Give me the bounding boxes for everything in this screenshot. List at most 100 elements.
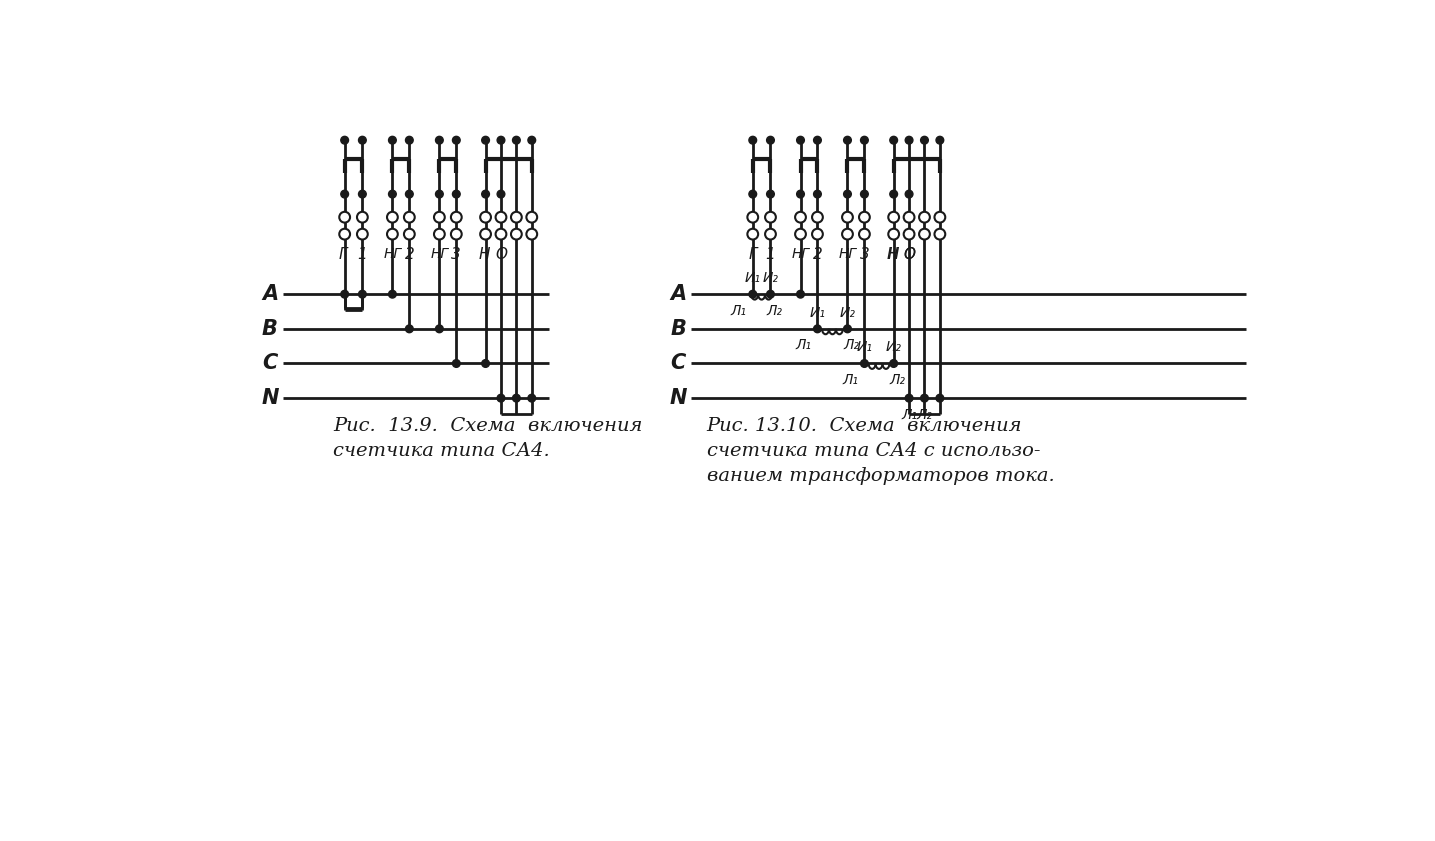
Circle shape — [812, 229, 822, 240]
Circle shape — [451, 212, 462, 223]
Text: Л₁: Л₁ — [795, 338, 812, 352]
Circle shape — [814, 136, 821, 144]
Circle shape — [766, 290, 775, 298]
Circle shape — [435, 136, 443, 144]
Text: Н: Н — [887, 247, 898, 262]
Text: 1: 1 — [357, 247, 367, 262]
Text: НГ: НГ — [838, 247, 857, 262]
Text: B: B — [670, 319, 686, 339]
Circle shape — [482, 190, 489, 198]
Circle shape — [842, 212, 852, 223]
Circle shape — [766, 190, 775, 198]
Circle shape — [936, 136, 944, 144]
Circle shape — [528, 394, 535, 402]
Text: О: О — [903, 247, 916, 262]
Text: A: A — [263, 284, 278, 304]
Text: A: A — [670, 284, 686, 304]
Circle shape — [389, 290, 396, 298]
Circle shape — [749, 190, 756, 198]
Text: Л₂: Л₂ — [890, 373, 905, 387]
Circle shape — [860, 212, 870, 223]
Text: И₂: И₂ — [762, 271, 778, 285]
Circle shape — [433, 229, 445, 240]
Circle shape — [918, 212, 930, 223]
Circle shape — [495, 212, 507, 223]
Circle shape — [888, 212, 900, 223]
Circle shape — [357, 212, 367, 223]
Circle shape — [921, 136, 928, 144]
Circle shape — [905, 136, 913, 144]
Circle shape — [921, 394, 928, 402]
Circle shape — [435, 190, 443, 198]
Circle shape — [844, 190, 851, 198]
Text: НГ: НГ — [383, 247, 402, 262]
Circle shape — [748, 212, 758, 223]
Circle shape — [904, 229, 914, 240]
Circle shape — [452, 136, 461, 144]
Circle shape — [482, 360, 489, 368]
Circle shape — [749, 291, 756, 297]
Text: 2: 2 — [812, 247, 822, 262]
Circle shape — [861, 136, 868, 144]
Circle shape — [918, 229, 930, 240]
Text: 3: 3 — [452, 247, 461, 262]
Circle shape — [339, 229, 350, 240]
Circle shape — [814, 325, 821, 333]
Circle shape — [844, 325, 851, 332]
Circle shape — [905, 190, 913, 198]
Circle shape — [405, 229, 415, 240]
Circle shape — [527, 212, 537, 223]
Circle shape — [861, 360, 868, 368]
Circle shape — [891, 361, 897, 367]
Circle shape — [768, 291, 773, 297]
Circle shape — [890, 190, 897, 198]
Text: N: N — [669, 389, 687, 408]
Text: И₁: И₁ — [857, 341, 872, 354]
Circle shape — [451, 229, 462, 240]
Text: НГ: НГ — [792, 247, 809, 262]
Circle shape — [481, 229, 491, 240]
Text: Рис. 13.10.  Схема  включения
счетчика типа СА4 с использо-
ванием трансформатор: Рис. 13.10. Схема включения счетчика тип… — [706, 417, 1055, 485]
Text: О: О — [903, 247, 916, 262]
Circle shape — [904, 212, 914, 223]
Circle shape — [905, 394, 913, 402]
Text: 3: 3 — [860, 247, 870, 262]
Circle shape — [481, 212, 491, 223]
Circle shape — [497, 190, 505, 198]
Circle shape — [749, 290, 756, 298]
Circle shape — [435, 325, 443, 333]
Circle shape — [766, 136, 775, 144]
Text: 2: 2 — [405, 247, 415, 262]
Circle shape — [387, 229, 397, 240]
Circle shape — [512, 136, 521, 144]
Text: C: C — [670, 353, 686, 373]
Circle shape — [796, 290, 805, 298]
Circle shape — [512, 394, 521, 402]
Circle shape — [482, 136, 489, 144]
Circle shape — [527, 229, 537, 240]
Circle shape — [765, 229, 776, 240]
Circle shape — [359, 136, 366, 144]
Circle shape — [339, 212, 350, 223]
Circle shape — [748, 229, 758, 240]
Circle shape — [405, 212, 415, 223]
Text: 1: 1 — [766, 247, 775, 262]
Text: И₁: И₁ — [745, 271, 761, 285]
Circle shape — [812, 212, 822, 223]
Circle shape — [406, 190, 413, 198]
Text: B: B — [263, 319, 278, 339]
Circle shape — [844, 325, 851, 333]
Text: Л₂: Л₂ — [766, 304, 782, 317]
Circle shape — [406, 136, 413, 144]
Text: Н: Н — [478, 247, 489, 262]
Text: НГ: НГ — [430, 247, 448, 262]
Circle shape — [342, 190, 349, 198]
Text: Л₂: Л₂ — [844, 338, 860, 352]
Circle shape — [406, 325, 413, 333]
Circle shape — [387, 212, 397, 223]
Circle shape — [860, 229, 870, 240]
Circle shape — [389, 190, 396, 198]
Circle shape — [934, 229, 946, 240]
Circle shape — [814, 190, 821, 198]
Circle shape — [359, 190, 366, 198]
